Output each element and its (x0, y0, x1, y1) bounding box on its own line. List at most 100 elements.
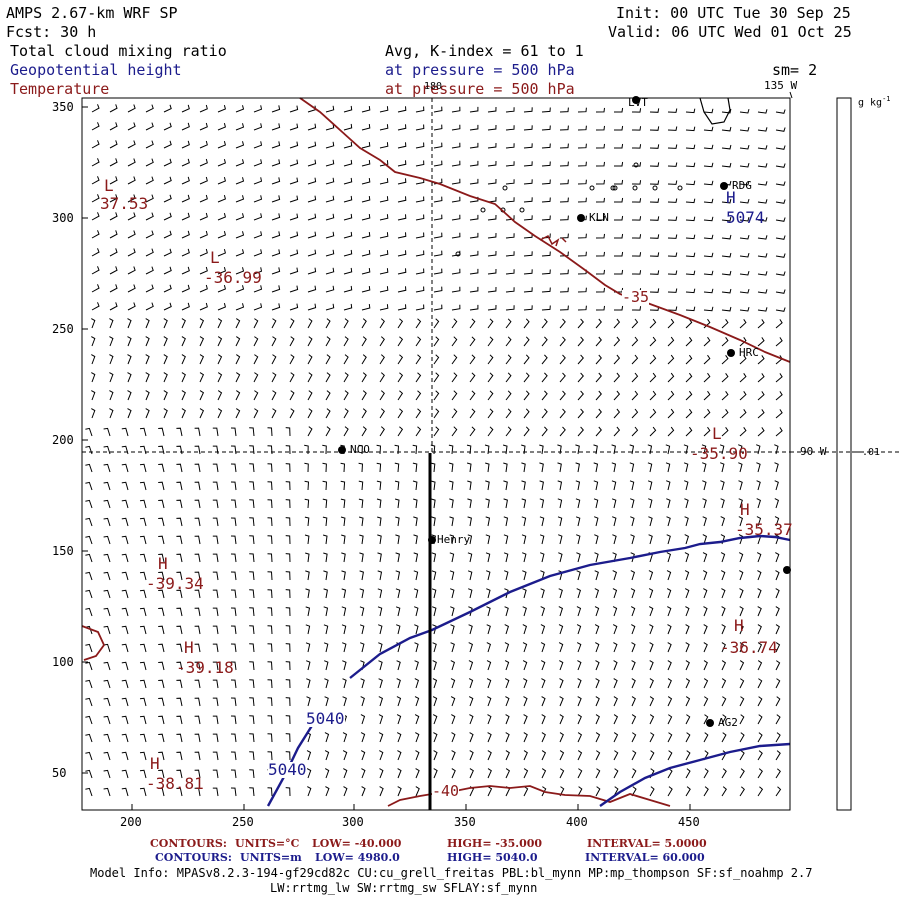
wind-barb (559, 197, 569, 203)
wind-barb (595, 179, 605, 185)
wind-barb (235, 141, 245, 149)
wind-barb (397, 768, 402, 779)
wind-barb (451, 268, 461, 275)
wind-barb (85, 427, 93, 437)
wind-barb (181, 248, 190, 257)
wind-barb (289, 318, 295, 329)
wind-barb (127, 140, 136, 149)
wind-barb (757, 199, 768, 204)
wind-barb (721, 660, 727, 671)
wind-barb (267, 535, 273, 545)
wind-barb (271, 408, 277, 419)
wind-barb (323, 570, 328, 581)
wind-barb (667, 678, 672, 689)
wind-barb (756, 516, 762, 527)
wind-barb (127, 372, 132, 383)
wind-barb (360, 642, 365, 653)
wind-barb (703, 786, 709, 797)
wind-barb (324, 696, 329, 707)
wind-barb (684, 552, 690, 563)
high-marker: H (184, 638, 194, 657)
wind-barb (667, 336, 675, 347)
wind-barb (487, 786, 493, 797)
wind-barb (756, 552, 762, 563)
wind-barb (775, 678, 781, 689)
wind-barb (249, 751, 255, 761)
wind-barb (503, 498, 508, 509)
wind-barb (559, 233, 569, 239)
wind-barb (666, 498, 671, 509)
wind-barb (558, 606, 564, 617)
wind-barb (322, 516, 328, 527)
wind-barb (702, 498, 707, 509)
wind-barb (522, 624, 528, 635)
wind-barb (487, 390, 494, 401)
wind-barb (559, 251, 569, 257)
wind-barb (139, 463, 147, 473)
wind-barb (469, 124, 479, 131)
wind-barb (199, 212, 208, 221)
wind-barb (415, 124, 425, 131)
wind-barb (306, 768, 312, 779)
wind-barb (648, 588, 654, 599)
wind-barb (145, 372, 150, 383)
y-tick-label: 50 (52, 766, 67, 780)
wind-barb (253, 195, 263, 203)
wind-barb (145, 212, 154, 221)
wind-barb (505, 732, 510, 743)
wind-barb (85, 481, 93, 491)
wind-barb (397, 196, 407, 203)
wind-barb (631, 234, 642, 239)
wind-barb (575, 480, 581, 491)
wind-barb (199, 158, 208, 167)
wind-barb (414, 660, 419, 671)
wind-barb (757, 696, 763, 707)
wind-barb (379, 232, 389, 239)
wind-barb (450, 696, 456, 707)
wind-barb (451, 232, 461, 239)
wind-barb (304, 444, 309, 455)
wind-barb (739, 270, 750, 276)
wind-barb (163, 104, 172, 113)
wind-barb (757, 289, 768, 294)
calm-marker (633, 162, 639, 168)
wind-barb (121, 751, 129, 761)
wind-barb (702, 534, 708, 545)
wind-barb (757, 606, 762, 617)
wind-barb (378, 696, 384, 707)
wind-barb (430, 462, 436, 473)
wind-barb (158, 679, 165, 689)
wind-barb (127, 194, 136, 203)
wind-barb (559, 354, 566, 365)
wind-barb (433, 214, 443, 221)
wind-barb (91, 140, 100, 149)
wind-barb (487, 408, 494, 419)
wind-barb (212, 517, 219, 527)
wind-barb (359, 624, 365, 635)
wind-barb (431, 588, 437, 599)
wind-barb (487, 354, 494, 365)
wind-barb (415, 304, 425, 311)
wind-barb (703, 768, 709, 779)
wind-barb (721, 355, 729, 365)
wind-barb (289, 285, 299, 293)
wind-barb (469, 768, 474, 779)
wind-barb (774, 480, 779, 491)
wind-barb (267, 445, 273, 455)
wind-barb (307, 141, 317, 149)
wind-barb (485, 480, 490, 491)
wind-barb (158, 607, 165, 617)
wind-barb (433, 768, 438, 779)
wind-barb (505, 269, 515, 275)
wind-barb (395, 606, 401, 617)
wind-barb (487, 732, 492, 743)
wind-barb (176, 733, 183, 743)
x-tick-label: 300 (342, 815, 364, 829)
wind-barb (145, 266, 154, 275)
wind-barb (396, 732, 402, 743)
wind-barb (85, 589, 93, 599)
wind-barb (379, 250, 389, 257)
wind-barb (194, 661, 201, 671)
wind-barb (91, 158, 100, 167)
y-tick-label: 300 (52, 211, 74, 225)
